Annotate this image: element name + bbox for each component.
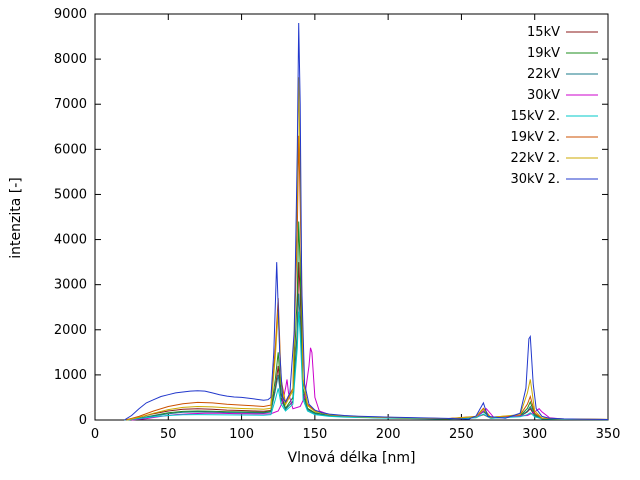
x-tick-label: 0 [91,427,99,442]
series-line-15kV-2. [124,311,609,421]
y-tick-label: 2000 [54,323,87,338]
series-line-15kV [124,262,609,421]
x-tick-label: 300 [522,427,547,442]
legend-label-19kV: 19kV [527,46,560,61]
legend-label-15kV-2.: 15kV 2. [511,109,561,124]
series-line-19kV [127,221,609,421]
x-tick-label: 200 [376,427,401,442]
legend-label-19kV-2.: 19kV 2. [511,130,561,145]
x-tick-label: 50 [160,427,177,442]
y-tick-label: 3000 [54,278,87,293]
y-axis-title: intenzita [-] [8,177,24,259]
series-line-30kV-2. [124,22,609,421]
x-tick-label: 350 [596,427,621,442]
y-tick-label: 5000 [54,187,87,202]
y-tick-label: 4000 [54,233,87,248]
legend-label-15kV: 15kV [527,25,560,40]
y-tick-label: 1000 [54,368,87,383]
legend-label-30kV-2.: 30kV 2. [511,172,561,187]
legend-label-22kV: 22kV [527,67,560,82]
legend-label-30kV: 30kV [527,88,560,103]
legend-label-22kV-2.: 22kV 2. [511,151,561,166]
y-tick-label: 0 [79,413,87,428]
y-tick-label: 7000 [54,97,87,112]
x-tick-label: 250 [449,427,474,442]
x-tick-label: 150 [302,427,327,442]
y-tick-label: 9000 [54,7,87,22]
series-line-22kV [128,293,609,421]
y-tick-label: 6000 [54,142,87,157]
plot-border [94,13,609,421]
series-line-22kV-2. [127,77,609,421]
y-tick-label: 8000 [54,52,87,67]
x-tick-label: 100 [229,427,254,442]
x-axis-title: Vlnová délka [nm] [287,450,416,466]
